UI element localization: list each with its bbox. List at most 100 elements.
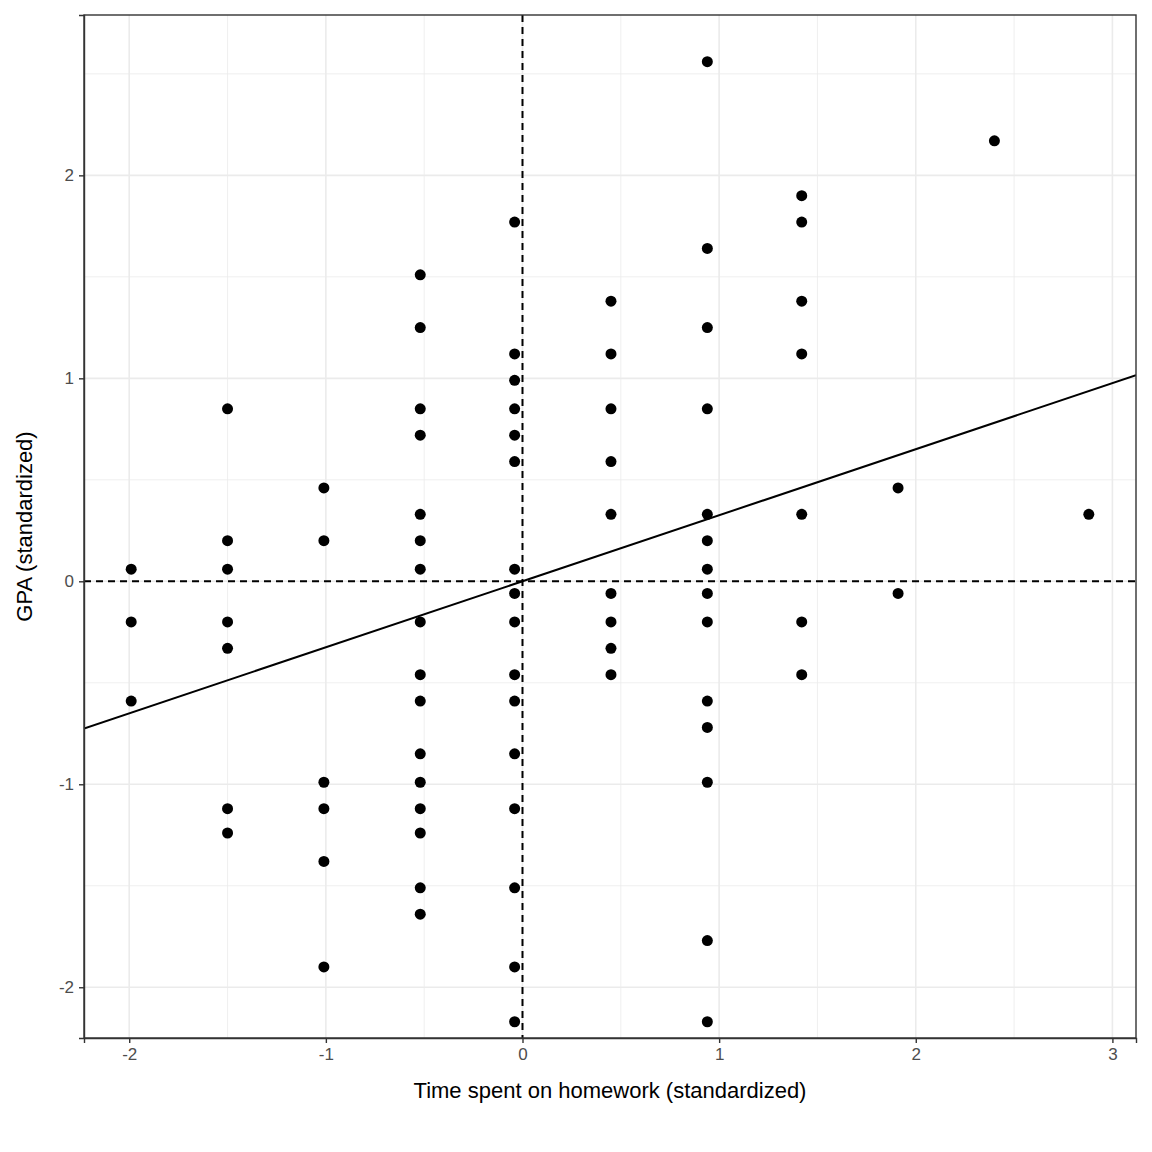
point: [1083, 509, 1094, 520]
point: [415, 403, 426, 414]
point: [702, 243, 713, 254]
minor-grid-y: [84, 479, 1136, 480]
tick: -2: [59, 978, 84, 997]
point: [509, 588, 520, 599]
tick-mark: [129, 1038, 130, 1043]
tick: 0: [518, 1038, 527, 1064]
tick: -1: [319, 1038, 334, 1064]
minor-grid-x: [620, 15, 621, 1038]
point: [126, 616, 137, 627]
point: [509, 616, 520, 627]
point: [509, 882, 520, 893]
grid-x: [915, 15, 917, 1038]
point: [509, 430, 520, 441]
point: [415, 669, 426, 680]
point: [509, 1016, 520, 1027]
minor-grid-y: [84, 885, 1136, 886]
point: [796, 509, 807, 520]
point: [605, 669, 616, 680]
x-axis: -2-10123: [85, 1038, 1137, 1064]
tick-mark: [79, 987, 84, 988]
point: [415, 696, 426, 707]
x-axis-title: Time spent on homework (standardized): [414, 1078, 807, 1103]
point: [222, 564, 233, 575]
point: [222, 403, 233, 414]
point: [702, 1016, 713, 1027]
plot-area: -2-10123-2-1012: [59, 15, 1137, 1064]
point: [796, 217, 807, 228]
marks: [84, 15, 1136, 1038]
point: [415, 564, 426, 575]
reference-line-y: [84, 580, 1136, 582]
point: [702, 535, 713, 546]
tick-label: -1: [59, 775, 74, 794]
point: [318, 856, 329, 867]
point: [509, 348, 520, 359]
point: [318, 482, 329, 493]
grid-x: [522, 15, 524, 1038]
minor-grid-y: [84, 682, 1136, 683]
point: [702, 564, 713, 575]
point: [415, 509, 426, 520]
point: [415, 535, 426, 546]
point: [702, 722, 713, 733]
point: [222, 643, 233, 654]
point: [509, 669, 520, 680]
point: [702, 935, 713, 946]
minor-grid-x: [817, 15, 818, 1038]
reference-line-x: [521, 15, 523, 1038]
point: [415, 616, 426, 627]
point: [509, 961, 520, 972]
tick-mark: [79, 378, 84, 379]
point: [702, 403, 713, 414]
y-axis: -2 -1 0 1 2: [59, 16, 85, 1039]
point: [415, 909, 426, 920]
point: [509, 375, 520, 386]
plot-background: [84, 15, 1136, 1038]
tick-mark: [79, 581, 84, 582]
tick-label: -1: [319, 1045, 334, 1064]
regression-line: [84, 375, 1136, 728]
tick-label: -2: [59, 978, 74, 997]
point: [222, 616, 233, 627]
tick-mark: [916, 1038, 917, 1043]
grid-x: [128, 15, 130, 1038]
tick: 1: [65, 369, 84, 388]
grid-y: [84, 581, 1136, 583]
grid-x: [718, 15, 720, 1038]
grid-x: [1112, 15, 1114, 1038]
point: [702, 56, 713, 67]
tick-mark: [79, 175, 84, 176]
point: [222, 803, 233, 814]
point: [796, 296, 807, 307]
point: [702, 322, 713, 333]
point: [509, 564, 520, 575]
tick: 2: [912, 1038, 921, 1064]
grid-x: [325, 15, 327, 1038]
point: [415, 827, 426, 838]
point: [415, 882, 426, 893]
point: [702, 777, 713, 788]
point: [509, 217, 520, 228]
grid-y: [84, 175, 1136, 177]
axis-line: [79, 16, 85, 1039]
point: [318, 535, 329, 546]
point: [222, 827, 233, 838]
tick: 2: [65, 166, 84, 185]
tick-mark: [1112, 1038, 1113, 1043]
point: [222, 535, 233, 546]
point: [126, 564, 137, 575]
tick-mark: [326, 1038, 327, 1043]
point: [605, 296, 616, 307]
grid-y: [84, 378, 1136, 380]
point: [989, 135, 1000, 146]
point: [702, 696, 713, 707]
tick: -2: [122, 1038, 137, 1064]
minor-grid-y: [84, 73, 1136, 74]
tick: -1: [59, 775, 84, 794]
point: [702, 588, 713, 599]
point: [318, 961, 329, 972]
tick: 0: [65, 572, 84, 591]
tick: 1: [715, 1038, 724, 1064]
tick-mark: [79, 784, 84, 785]
